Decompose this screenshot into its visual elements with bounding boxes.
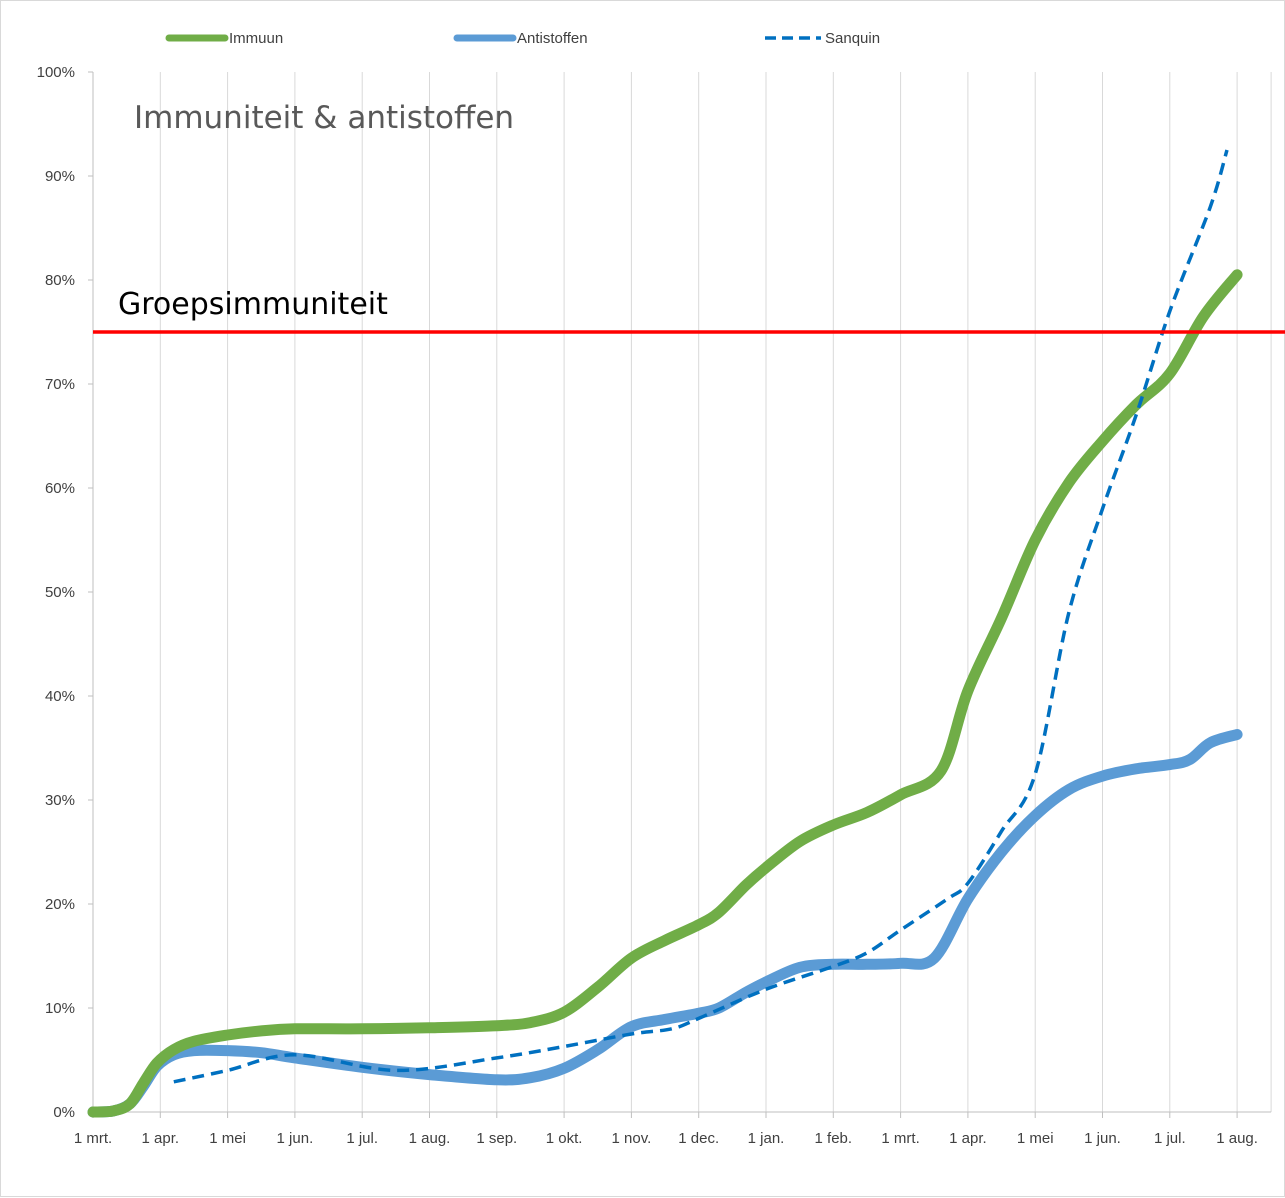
y-tick-label: 10%: [45, 1000, 75, 1017]
x-tick-label: 1 mei: [1017, 1130, 1054, 1147]
x-tick-label: 1 feb.: [815, 1130, 853, 1147]
legend: Immuun Antistoffen Sanquin: [165, 30, 880, 47]
x-tick-label: 1 nov.: [612, 1130, 652, 1147]
y-tick-label: 20%: [45, 896, 75, 913]
x-tick-label: 1 sep.: [476, 1130, 517, 1147]
x-tick-label: 1 jan.: [748, 1130, 785, 1147]
legend-label-sanquin: Sanquin: [825, 30, 880, 47]
legend-label-antistoffen: Antistoffen: [517, 30, 588, 47]
series-line-sanquin: [173, 149, 1229, 1084]
x-tick-label: 1 jun.: [1084, 1130, 1121, 1147]
y-tick-label: 100%: [37, 64, 75, 81]
reference-line-label: Groepsimmuniteit: [118, 287, 388, 322]
y-tick-label: 70%: [45, 376, 75, 393]
x-tick-label: 1 jul.: [346, 1130, 378, 1147]
y-tick-label: 40%: [45, 688, 75, 705]
legend-label-immuun: Immuun: [229, 30, 283, 47]
x-tick-label: 1 mrt.: [74, 1130, 112, 1147]
chart-title: Immuniteit & antistoffen: [134, 100, 514, 136]
x-tick-label: 1 okt.: [546, 1130, 583, 1147]
x-tick-label: 1 mei: [209, 1130, 246, 1147]
x-tick-label: 1 jun.: [277, 1130, 314, 1147]
x-tick-label: 1 mrt.: [881, 1130, 919, 1147]
reference-line-group: Groepsimmuniteit: [93, 287, 1285, 334]
series-lines: [87, 149, 1243, 1118]
x-tick-label: 1 jul.: [1154, 1130, 1186, 1147]
x-tick-label: 1 dec.: [678, 1130, 719, 1147]
y-tick-label: 90%: [45, 168, 75, 185]
y-tick-label: 50%: [45, 584, 75, 601]
gridlines: [159, 72, 1272, 1112]
x-tick-label: 1 aug.: [409, 1130, 451, 1147]
y-tick-label: 30%: [45, 792, 75, 809]
x-tick-label: 1 apr.: [142, 1130, 180, 1147]
series-line-antistoffen: [87, 729, 1243, 1118]
x-tick-label: 1 aug.: [1216, 1130, 1258, 1147]
y-tick-label: 60%: [45, 480, 75, 497]
y-tick-label: 0%: [53, 1104, 75, 1121]
series-line-immuun: [87, 269, 1243, 1118]
y-tick-label: 80%: [45, 272, 75, 289]
axes: 0% 10% 20% 30% 40% 50% 60% 70% 80% 90% 100% 1 mrt. 1…: [37, 64, 1272, 1147]
x-tick-label: 1 apr.: [949, 1130, 987, 1147]
